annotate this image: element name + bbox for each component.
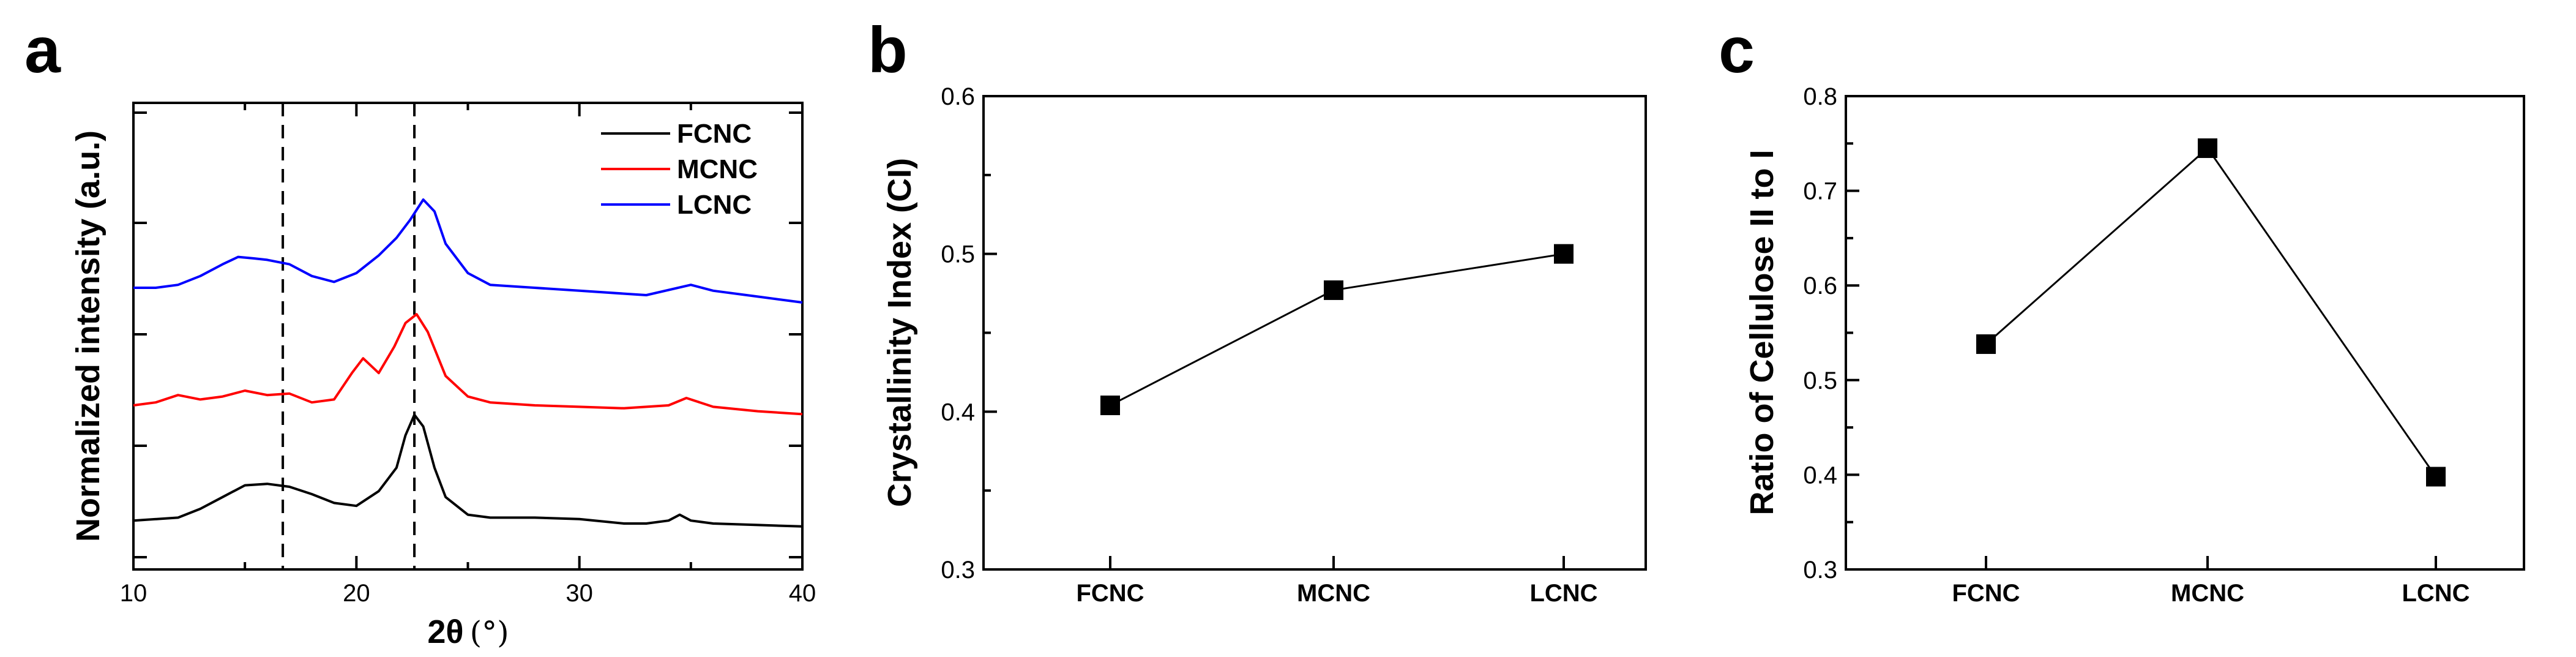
- y-tick-label-c: 0.7: [1803, 178, 1837, 205]
- x-axis-title-a-main: 2θ: [427, 614, 463, 650]
- y-tick-label-c: 0.8: [1803, 83, 1837, 110]
- y-tick-label-b: 0.4: [941, 399, 975, 426]
- category-label-lcnc: LCNC: [1529, 580, 1597, 607]
- chart-panel-c: 0.3 0.4 0.5 0.6 0.7 0.8 FCNC MCNC LCNC Ratio of …: [1744, 83, 2525, 607]
- y-tick-label-c: 0.4: [1803, 462, 1837, 489]
- x-tick-label: 30: [566, 580, 593, 607]
- panel-letter-b: b: [868, 14, 908, 86]
- series-line-fcnc: [133, 413, 803, 528]
- y-tick-label-b: 0.3: [941, 557, 975, 584]
- y-ticks-a: [133, 111, 802, 558]
- category-label-lcnc: LCNC: [2402, 580, 2470, 607]
- x-axis-title-a-unit: (°): [470, 615, 509, 650]
- legend-label-lcnc: LCNC: [677, 190, 752, 220]
- legend-a: FCNC MCNC LCNC: [601, 119, 758, 220]
- y-tick-label-c: 0.5: [1803, 367, 1837, 394]
- series-group-c: 0.3 0.4 0.5 0.6 0.7 0.8 FCNC MCNC LCNC: [1803, 83, 2470, 607]
- chart-panel-a: 10 20 30 40 FCNC MCNC LCNC Normalized intensi…: [70, 102, 816, 650]
- panel-letter-c: c: [1719, 14, 1755, 86]
- x-tick-label: 10: [120, 580, 147, 607]
- y-axis-title-a: Normalized intensity (a.u.): [70, 130, 106, 542]
- legend-label-fcnc: FCNC: [677, 119, 752, 149]
- y-axis-title-b: Crystallinity Index (CI): [881, 158, 918, 507]
- y-tick-label-b: 0.6: [941, 83, 975, 110]
- data-point-fcnc: [1976, 334, 1996, 355]
- category-label-mcnc: MCNC: [1297, 580, 1370, 607]
- series-line-mcnc: [133, 313, 803, 416]
- data-point-mcnc: [2198, 138, 2217, 159]
- x-tick-label: 40: [789, 580, 816, 607]
- chart-panel-b: 0.3 0.4 0.5 0.6 FCNC MCNC LCNC Crystallinity I…: [881, 83, 1647, 607]
- legend-label-mcnc: MCNC: [677, 154, 758, 184]
- panel-letter-a: a: [24, 14, 61, 86]
- y-tick-label-c: 0.6: [1803, 272, 1837, 299]
- category-label-fcnc: FCNC: [1952, 580, 2020, 607]
- y-tick-label-c: 0.3: [1803, 557, 1837, 584]
- category-label-fcnc: FCNC: [1076, 580, 1144, 607]
- plot-frame-b: [982, 95, 1647, 571]
- x-axis-title-a: 2θ (°): [427, 614, 509, 650]
- x-ticks-a: 10 20 30 40: [120, 103, 816, 607]
- data-point-mcnc: [1324, 280, 1343, 300]
- x-tick-label: 20: [343, 580, 370, 607]
- data-point-lcnc: [1554, 244, 1574, 264]
- series-line-lcnc: [133, 198, 803, 304]
- y-axis-title-c: Ratio of Cellulose II to I: [1744, 149, 1780, 515]
- series-line-c: [1985, 146, 2437, 478]
- category-label-mcnc: MCNC: [2171, 580, 2244, 607]
- series-group-a: [133, 103, 803, 569]
- data-point-fcnc: [1100, 396, 1120, 416]
- series-group-b: 0.3 0.4 0.5 0.6 FCNC MCNC LCNC: [941, 83, 1597, 607]
- data-point-lcnc: [2426, 467, 2446, 487]
- y-tick-label-b: 0.5: [941, 241, 975, 268]
- series-line-b: [1110, 253, 1564, 407]
